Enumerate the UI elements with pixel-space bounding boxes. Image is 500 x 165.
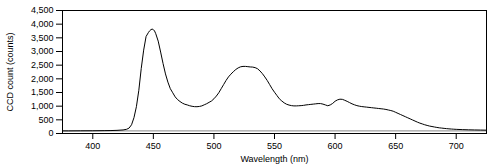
svg-text:3,500: 3,500 <box>31 33 54 43</box>
svg-text:500: 500 <box>206 141 221 151</box>
svg-text:650: 650 <box>388 141 403 151</box>
svg-text:Wavelength (nm): Wavelength (nm) <box>240 154 308 164</box>
svg-text:500: 500 <box>38 115 53 125</box>
svg-text:600: 600 <box>328 141 343 151</box>
svg-text:700: 700 <box>449 141 464 151</box>
svg-text:550: 550 <box>267 141 282 151</box>
svg-text:4,000: 4,000 <box>31 19 54 29</box>
svg-text:2,500: 2,500 <box>31 60 54 70</box>
svg-text:1,000: 1,000 <box>31 101 54 111</box>
svg-text:450: 450 <box>146 141 161 151</box>
svg-text:4,500: 4,500 <box>31 5 54 15</box>
svg-text:400: 400 <box>85 141 100 151</box>
svg-text:3,000: 3,000 <box>31 46 54 56</box>
svg-text:1,500: 1,500 <box>31 87 54 97</box>
svg-text:2,000: 2,000 <box>31 74 54 84</box>
svg-text:0: 0 <box>48 128 53 138</box>
svg-text:CCD count (counts): CCD count (counts) <box>5 32 15 111</box>
